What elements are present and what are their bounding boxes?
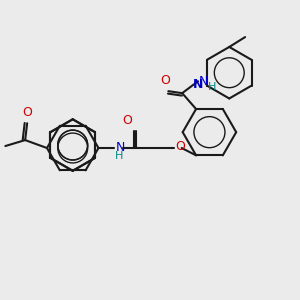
Text: N: N: [193, 78, 203, 91]
Text: O: O: [160, 74, 170, 87]
Text: O: O: [175, 140, 184, 152]
Text: O: O: [22, 106, 32, 119]
Text: H: H: [115, 151, 124, 161]
Text: N: N: [115, 140, 125, 154]
Text: O: O: [122, 114, 132, 127]
Text: N: N: [199, 75, 208, 88]
Text: H: H: [208, 82, 216, 92]
